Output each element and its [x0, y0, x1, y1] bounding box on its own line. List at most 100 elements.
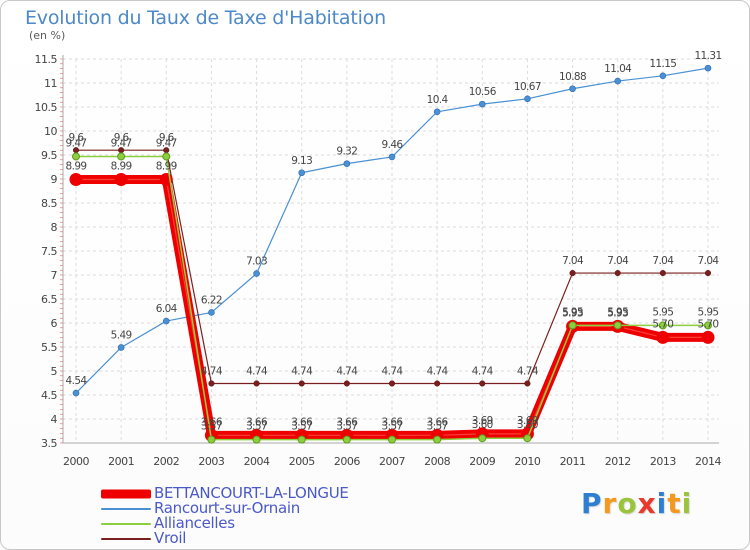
- data-point-vroil: [343, 380, 350, 387]
- y-tick-label: 5.5: [41, 341, 57, 354]
- data-point-bettancourt: [701, 330, 715, 344]
- x-tick-label: 2004: [244, 455, 270, 468]
- data-label-rancourt: 7.03: [246, 256, 267, 268]
- x-tick-label: 2001: [108, 455, 134, 468]
- x-tick-label: 2010: [514, 455, 540, 468]
- legend-label-bettancourt: BETTANCOURT-LA-LONGUE: [154, 484, 349, 502]
- data-label-rancourt: 9.32: [336, 146, 357, 158]
- data-label-alliancelles: 3.57: [201, 421, 222, 433]
- data-point-rancourt: [162, 317, 170, 325]
- x-tick-label: 2009: [469, 455, 495, 468]
- data-label-alliancelles: 9.47: [156, 137, 177, 149]
- legend-label-alliancelles: Alliancelles: [154, 514, 235, 532]
- y-tick-label: 9.5: [41, 149, 57, 162]
- data-point-vroil: [253, 380, 260, 387]
- data-label-vroil: 4.74: [246, 365, 268, 377]
- data-label-alliancelles: 3.60: [517, 419, 538, 431]
- data-point-alliancelles: [388, 435, 396, 444]
- data-label-rancourt: 10.56: [469, 86, 497, 98]
- x-tick-label: 2002: [153, 455, 179, 468]
- data-point-alliancelles: [117, 152, 126, 161]
- data-label-bettancourt: 8.99: [66, 160, 87, 172]
- data-label-bettancourt: 8.99: [111, 160, 132, 172]
- data-point-bettancourt: [69, 172, 83, 186]
- data-label-rancourt: 10.67: [514, 81, 541, 93]
- data-point-vroil: [208, 380, 215, 387]
- logo-letter: r: [602, 487, 618, 520]
- data-point-rancourt: [659, 72, 667, 80]
- data-point-alliancelles: [162, 152, 171, 161]
- data-point-rancourt: [524, 95, 531, 103]
- data-label-alliancelles: 9.47: [111, 137, 132, 149]
- x-tick-label: 2012: [605, 455, 631, 468]
- data-point-vroil: [434, 380, 441, 387]
- data-label-bettancourt: 3.66: [336, 416, 358, 428]
- data-label-rancourt: 10.4: [427, 94, 449, 106]
- data-label-rancourt: 11.31: [694, 50, 721, 62]
- logo-letter: i: [681, 487, 693, 520]
- y-tick-label: 4: [51, 413, 58, 426]
- data-point-vroil: [569, 270, 576, 277]
- y-tick-label: 5: [51, 365, 58, 378]
- y-tick-label: 8: [51, 221, 58, 234]
- data-point-vroil: [388, 380, 396, 387]
- data-label-alliancelles: 9.47: [66, 137, 87, 149]
- data-label-vroil: 4.74: [382, 365, 404, 377]
- x-tick-label: 2013: [650, 455, 676, 468]
- data-label-layer: 8.99 8.99 8.99 3.66 3.66 3.66 3.66 3.66 3.66 3.69…: [66, 50, 723, 433]
- proxiti-logo: Proxiti: [581, 487, 692, 520]
- data-label-alliancelles: 5.95: [652, 306, 673, 318]
- series-layer: [69, 64, 715, 444]
- data-label-vroil: 7.04: [698, 255, 720, 267]
- data-label-vroil: 7.04: [652, 255, 674, 267]
- data-label-alliancelles: 5.95: [607, 306, 628, 318]
- y-tick-label: 7: [51, 269, 58, 282]
- data-point-alliancelles: [658, 321, 667, 330]
- logo-letter: o: [617, 487, 638, 520]
- axis-layer: 3.5 4 4.5 5 5.5 6 6.5 7 7.5 8 8.5 9 9.5 10 10.5 11 11.5 2…: [35, 53, 722, 468]
- data-label-vroil: 7.04: [562, 255, 584, 267]
- data-point-rancourt: [298, 169, 306, 177]
- x-tick-label: 2007: [379, 455, 405, 468]
- data-label-alliancelles: 3.57: [427, 421, 448, 433]
- data-label-bettancourt: 3.66: [382, 416, 404, 428]
- data-point-rancourt: [614, 77, 622, 85]
- y-tick-label: 10.5: [35, 101, 58, 114]
- data-point-rancourt: [208, 309, 215, 316]
- data-point-alliancelles: [297, 435, 306, 444]
- data-label-rancourt: 6.04: [156, 303, 178, 315]
- legend-label-rancourt: Rancourt-sur-Ornain: [154, 499, 300, 517]
- x-tick-label: 2003: [198, 455, 224, 468]
- x-tick-label: 2005: [289, 455, 315, 468]
- data-point-vroil: [704, 270, 712, 277]
- data-point-rancourt: [117, 344, 125, 351]
- data-label-rancourt: 5.49: [111, 329, 132, 341]
- data-point-bettancourt: [656, 330, 670, 344]
- data-point-alliancelles: [613, 321, 622, 330]
- data-label-rancourt: 9.13: [291, 155, 312, 167]
- y-tick-label: 11.5: [35, 53, 58, 66]
- data-label-bettancourt: 8.99: [156, 160, 177, 172]
- data-point-rancourt: [433, 108, 441, 116]
- data-point-vroil: [298, 380, 305, 387]
- data-point-alliancelles: [704, 321, 712, 330]
- data-label-rancourt: 6.22: [201, 294, 222, 306]
- data-label-vroil: 4.74: [201, 365, 223, 377]
- y-tick-label: 11: [44, 77, 57, 90]
- data-point-alliancelles: [72, 152, 80, 161]
- legend-swatch-alliancelles: [101, 522, 151, 525]
- data-point-alliancelles: [207, 435, 216, 444]
- y-tick-label: 9: [51, 173, 58, 186]
- data-point-alliancelles: [478, 434, 487, 443]
- data-label-bettancourt: 3.69: [472, 415, 493, 427]
- data-label-vroil: 9.6: [159, 132, 175, 144]
- data-point-bettancourt: [114, 172, 128, 186]
- x-tick-label: 2008: [424, 455, 450, 468]
- data-point-rancourt: [704, 64, 712, 72]
- chart-title: Evolution du Taux de Taxe d'Habitation: [25, 7, 386, 29]
- data-point-rancourt: [253, 270, 260, 277]
- data-point-rancourt: [72, 389, 80, 397]
- y-tick-label: 8.5: [41, 197, 57, 210]
